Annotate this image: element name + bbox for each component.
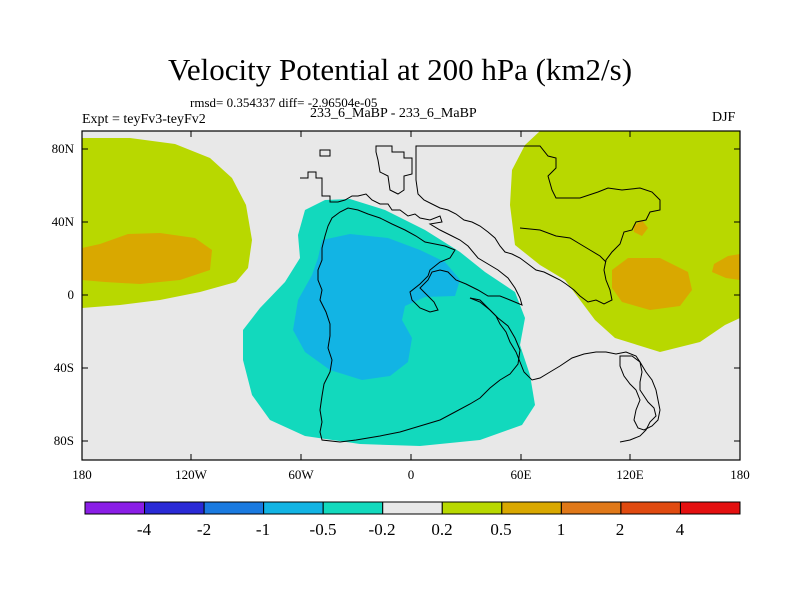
colorbar-label: -1: [255, 520, 271, 539]
colorbar-swatch: [679, 501, 741, 515]
outline-africa-south: [469, 297, 657, 443]
continent-outlines: [300, 145, 661, 443]
colorbar-swatch: [203, 501, 265, 515]
outline-eurasia-africa: [415, 145, 661, 305]
y-tick-label-80s: 80S: [53, 433, 74, 448]
colorbar-label: -0.5: [309, 520, 337, 539]
colorbar-label: -2: [196, 520, 212, 539]
colorbar: [84, 501, 741, 515]
colorbar-label: 4: [675, 520, 685, 539]
colorbar-label: 2: [615, 520, 625, 539]
colorbar-label: 1: [556, 520, 566, 539]
outline-north-america: [300, 171, 523, 443]
subtitle: 233_6_MaBP - 233_6_MaBP: [310, 106, 477, 121]
colorbar-swatch: [263, 501, 324, 515]
colorbar-swatch: [441, 501, 503, 515]
axis-ticks: [82, 131, 740, 460]
y-tick-label-0: 0: [67, 287, 75, 302]
outline-greenland: [375, 145, 413, 195]
x-tick-label-60w: 60W: [288, 467, 314, 482]
x-tick-label-180e: 180: [730, 467, 750, 482]
colorbar-swatch: [560, 501, 622, 515]
rmsd-diff-stats: rmsd= 0.354337 diff= -2.96504e-05: [190, 95, 378, 110]
season-label: DJF: [712, 110, 736, 125]
y-tick-label-40n: 40N: [51, 214, 74, 229]
outline-small-island: [319, 149, 331, 157]
outline-asia-interior: [519, 227, 607, 263]
x-tick-label-0: 0: [407, 467, 415, 482]
colorbar-swatch: [501, 501, 562, 515]
colorbar-swatch: [84, 501, 146, 515]
colorbar-label: 0.5: [490, 520, 512, 539]
y-tick-label-40s: 40S: [53, 360, 74, 375]
colorbar-swatch: [620, 501, 681, 515]
colorbar-label: -0.2: [368, 520, 396, 539]
experiment-label: Expt = teyFv3-teyFv2: [82, 112, 206, 127]
positive-anomaly-small-core: [634, 220, 648, 236]
x-tick-label-120e: 120E: [616, 467, 644, 482]
x-tick-label-180w: 180: [72, 467, 92, 482]
positive-anomaly-east-core: [712, 254, 740, 280]
x-tick-label-120w: 120W: [175, 467, 207, 482]
positive-anomaly-pacific-core: [82, 233, 212, 284]
colorbar-label: -4: [136, 520, 152, 539]
x-tick-label-60e: 60E: [510, 467, 532, 482]
colorbar-swatch: [322, 501, 384, 515]
colorbar-label: 0.2: [431, 520, 453, 539]
positive-anomaly-indian-core: [612, 258, 692, 310]
y-tick-label-80n: 80N: [51, 141, 74, 156]
colorbar-swatch: [382, 501, 443, 515]
plot-title: Velocity Potential at 200 hPa (km2/s): [167, 52, 633, 87]
outline-australia: [619, 355, 661, 431]
negative-anomaly-core: [293, 234, 460, 380]
colorbar-swatch: [144, 501, 205, 515]
